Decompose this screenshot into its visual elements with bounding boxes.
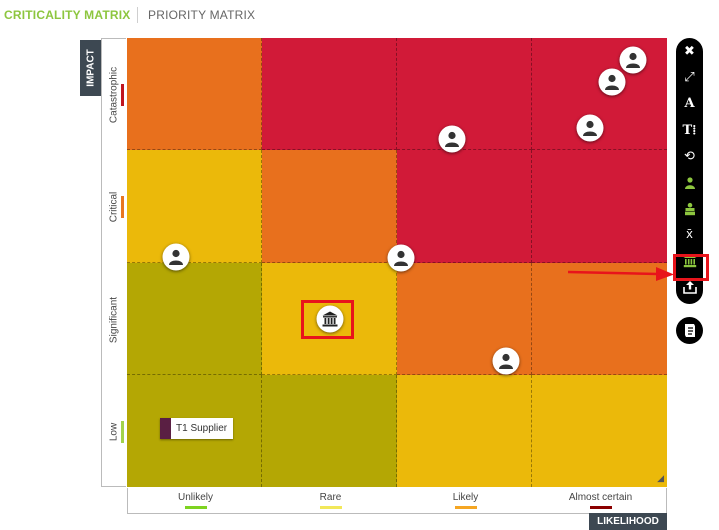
matrix-cell [397, 38, 532, 151]
impact-level-color-mark [121, 84, 124, 106]
text-size-button[interactable]: T⁞ [676, 119, 703, 141]
user-group-button[interactable] [676, 197, 703, 219]
matrix-toolbar: ✖ ⤢ A T⁞ ⟲ x̄ [676, 38, 703, 304]
impact-level-critical: Critical [102, 151, 127, 263]
matrix-cell [127, 38, 262, 151]
institution-icon [322, 311, 337, 327]
supplier-color-swatch [160, 418, 171, 439]
person-marker[interactable] [492, 347, 520, 375]
impact-level-significant: Significant [102, 264, 127, 376]
likelihood-level-label: Almost certain [568, 492, 633, 503]
likelihood-level-color-mark [184, 506, 207, 509]
likelihood-level-label: Likely [452, 492, 479, 503]
likelihood-level-rare: Rare [263, 492, 398, 509]
likelihood-level-almost-certain: Almost certain [533, 492, 668, 509]
person-marker[interactable] [438, 125, 466, 153]
export-button[interactable] [676, 276, 703, 298]
matrix-cell [262, 38, 397, 151]
person-icon [499, 354, 514, 370]
matrix-cell [262, 150, 397, 263]
person-marker[interactable] [619, 46, 647, 74]
matrix-cell [127, 262, 262, 375]
impact-axis-title: IMPACT [80, 40, 101, 96]
person-icon [394, 250, 409, 266]
red-arrow-annotation [568, 267, 674, 281]
font-icon: A [684, 96, 695, 112]
person-icon [445, 131, 460, 148]
person-icon [604, 74, 619, 90]
supplier-legend-tag[interactable]: T1 Supplier [160, 418, 233, 439]
matrix-tabs: CRITICALITY MATRIX PRIORITY MATRIX [0, 0, 719, 32]
impact-level-catastrophic: Catastrophic [102, 39, 127, 151]
likelihood-level-unlikely: Unlikely [128, 492, 263, 509]
report-icon [685, 324, 695, 337]
toolbar-button-highlight [673, 254, 709, 281]
user-filter-button[interactable] [676, 171, 703, 193]
impact-level-label: Critical [108, 191, 120, 223]
font-button[interactable]: A [676, 92, 703, 114]
likelihood-level-color-mark [589, 506, 612, 509]
expand-icon: ⤢ [684, 69, 695, 85]
person-marker[interactable] [387, 244, 415, 272]
close-icon: ✖ [684, 43, 695, 58]
history-button[interactable]: ⟲ [676, 145, 703, 167]
export-icon [682, 279, 697, 295]
user-filter-icon [683, 174, 697, 189]
user-group-icon-graphic [684, 202, 695, 215]
report-button[interactable] [676, 317, 703, 344]
likelihood-axis: Unlikely Rare Likely Almost certain [127, 488, 667, 514]
impact-level-color-mark [121, 196, 124, 219]
likelihood-level-likely: Likely [398, 492, 533, 509]
impact-level-label: Catastrophic [108, 66, 120, 124]
person-marker[interactable] [598, 68, 626, 96]
matrix-cell [532, 374, 667, 487]
tab-priority-matrix[interactable]: PRIORITY MATRIX [148, 8, 256, 22]
matrix-cell [262, 374, 397, 487]
mean-button[interactable]: x̄ [676, 223, 703, 245]
matrix-cell [532, 262, 667, 375]
impact-level-color-mark [121, 308, 124, 331]
matrix-cell [397, 150, 532, 263]
person-icon [626, 53, 641, 69]
impact-level-color-mark [121, 420, 124, 443]
institution-marker[interactable] [316, 305, 343, 333]
matrix-cell [397, 374, 532, 487]
matrix-cell [532, 150, 667, 263]
likelihood-axis-title: LIKELIHOOD [589, 513, 667, 530]
likelihood-level-color-mark [319, 506, 342, 509]
likelihood-level-color-mark [454, 506, 477, 509]
impact-axis: Catastrophic Critical Significant Low [101, 38, 126, 487]
institution-marker-highlight [301, 300, 354, 339]
tab-criticality-matrix[interactable]: CRITICALITY MATRIX [4, 8, 131, 22]
supplier-label: T1 Supplier [176, 423, 228, 434]
impact-level-low: Low [102, 376, 127, 488]
history-icon: ⟲ [684, 147, 695, 163]
impact-level-label: Low [108, 422, 120, 441]
person-marker[interactable] [162, 243, 190, 271]
user-group-icon [683, 200, 697, 215]
mean-icon: x̄ [686, 226, 693, 242]
person-marker[interactable] [576, 114, 604, 142]
matrix-cell [127, 150, 262, 263]
tab-separator [137, 7, 138, 23]
likelihood-level-label: Unlikely [177, 492, 213, 503]
text-size-icon: T⁞ [682, 122, 697, 138]
user-filter-icon-graphic [684, 176, 695, 189]
likelihood-level-label: Rare [319, 492, 342, 503]
person-icon [583, 120, 598, 136]
resize-handle-icon[interactable]: ◢ [657, 473, 664, 483]
impact-level-label: Significant [108, 296, 120, 343]
person-icon [168, 249, 183, 265]
close-button[interactable]: ✖ [676, 40, 703, 62]
expand-button[interactable]: ⤢ [676, 66, 703, 88]
export-icon-graphic [682, 281, 697, 295]
